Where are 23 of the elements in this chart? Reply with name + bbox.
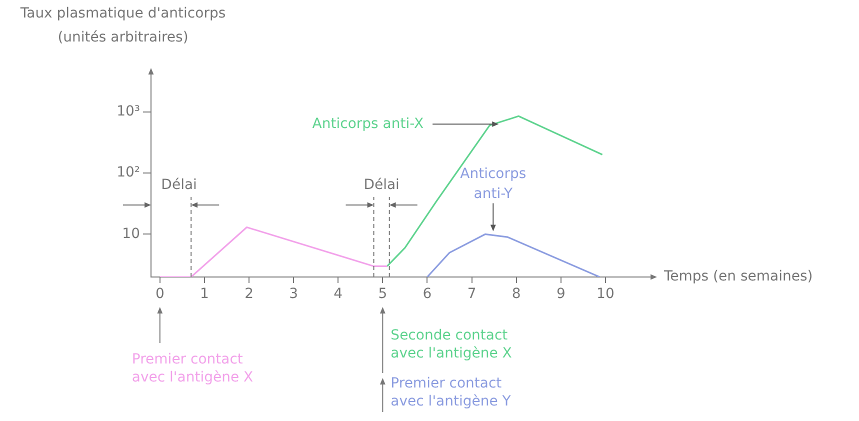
x-tick-label: 2 — [244, 286, 254, 302]
y-tick-label: 10³ — [116, 103, 140, 120]
x-tick-label: 8 — [512, 286, 521, 302]
x-tick-label: 1 — [200, 286, 209, 302]
annotation: Délai — [364, 177, 400, 193]
x-tick-label: 10 — [596, 286, 614, 302]
y-tick-label: 10² — [116, 164, 140, 181]
text: Anticorps anti-X — [312, 116, 424, 132]
x-tick-label: 0 — [155, 286, 164, 302]
y-tick-label: 10 — [122, 226, 140, 242]
text: Premier contact avec l'antigène X — [132, 352, 254, 386]
x-tick-label: 6 — [422, 286, 432, 302]
text: Anticorps anti-Y — [460, 166, 526, 202]
annotation: Délai — [161, 177, 197, 193]
text: Seconde contact avec l'antigène X — [390, 328, 512, 362]
x-tick-label: 5 — [378, 286, 388, 302]
y-axis-title: Taux plasmatique d'anticorps (unités arbitraires) — [19, 6, 226, 46]
x-tick-label: 4 — [334, 286, 343, 302]
x-tick-label: 9 — [556, 286, 566, 302]
x-axis-title: Temps (en semaines) — [663, 268, 813, 285]
text: Premier contact avec l'antigène Y — [390, 376, 512, 410]
x-tick-label: 7 — [467, 286, 476, 302]
x-tick-label: 3 — [289, 286, 298, 302]
